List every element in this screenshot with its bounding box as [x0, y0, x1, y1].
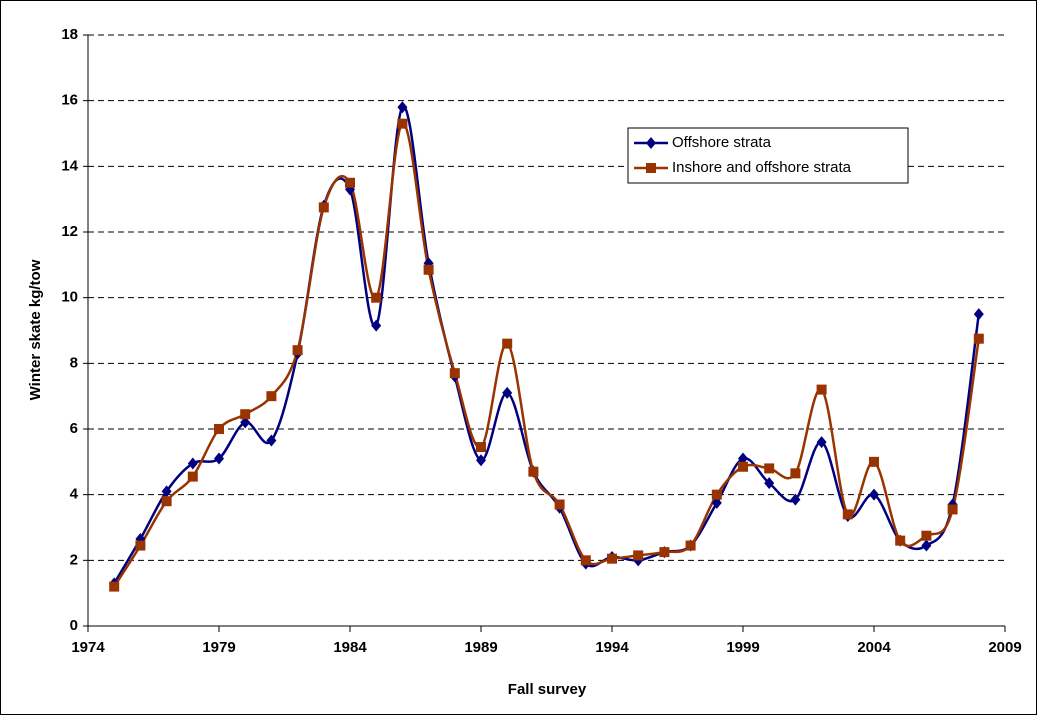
x-tick-label: 2009 [988, 639, 1021, 656]
point [476, 442, 486, 453]
point [214, 424, 224, 434]
y-tick-label: 18 [61, 26, 78, 43]
point [109, 581, 120, 592]
legend-marker [646, 163, 656, 173]
point [580, 555, 591, 566]
point [135, 540, 146, 551]
x-tick-label: 1994 [595, 639, 629, 656]
y-axis-label: Winter skate kg/tow [27, 259, 44, 400]
y-tick-label: 0 [70, 617, 78, 634]
point [292, 345, 303, 356]
legend-label: Inshore and offshore strata [672, 159, 852, 176]
point [869, 456, 879, 467]
point [738, 452, 748, 465]
point [973, 333, 984, 344]
legend-label: Offshore strata [672, 134, 772, 151]
series-line [113, 105, 981, 584]
point [816, 436, 827, 449]
point [476, 454, 486, 467]
point [895, 535, 906, 546]
point [790, 493, 801, 506]
x-tick-label: 2004 [857, 639, 891, 656]
point [842, 509, 853, 520]
legend-box [627, 127, 909, 184]
x-tick-label: 1974 [71, 639, 105, 656]
series-line [113, 122, 981, 588]
y-tick-label: 14 [61, 157, 78, 174]
legend-marker [646, 137, 656, 149]
point [345, 177, 355, 188]
point [214, 452, 224, 465]
y-tick-label: 12 [61, 223, 78, 240]
point [240, 409, 251, 420]
y-tick-label: 2 [70, 551, 78, 568]
point [764, 463, 775, 474]
y-tick-label: 10 [61, 289, 78, 306]
point [554, 499, 565, 510]
point [266, 391, 277, 402]
point [711, 496, 722, 509]
point [371, 292, 382, 303]
point [161, 485, 172, 498]
x-tick-label: 1984 [333, 639, 367, 656]
point [240, 416, 251, 429]
point [764, 477, 775, 490]
x-axis-label: Fall survey [508, 681, 587, 698]
point [947, 504, 958, 515]
point [607, 553, 617, 564]
point [973, 308, 984, 321]
point [869, 488, 879, 501]
point [738, 461, 748, 472]
point [816, 384, 827, 395]
point [790, 468, 801, 479]
point [187, 457, 198, 470]
x-tick-label: 1989 [464, 639, 497, 656]
point [685, 540, 696, 551]
point [711, 489, 722, 500]
y-tick-label: 4 [70, 486, 79, 503]
point [423, 264, 434, 275]
x-tick-label: 1979 [202, 639, 235, 656]
point [528, 466, 539, 477]
point [397, 101, 408, 114]
x-tick-label: 1999 [726, 639, 759, 656]
point [502, 386, 513, 399]
point [318, 202, 329, 213]
point [659, 547, 670, 558]
point [187, 471, 198, 482]
y-tick-label: 16 [61, 92, 78, 109]
point [266, 434, 277, 447]
point [921, 539, 932, 552]
point [371, 319, 382, 332]
point [502, 338, 513, 349]
point [633, 550, 644, 561]
y-tick-label: 6 [70, 420, 78, 437]
point [161, 496, 172, 507]
y-tick-label: 8 [70, 354, 78, 371]
point [449, 368, 460, 379]
point [921, 530, 932, 541]
point [397, 118, 408, 129]
